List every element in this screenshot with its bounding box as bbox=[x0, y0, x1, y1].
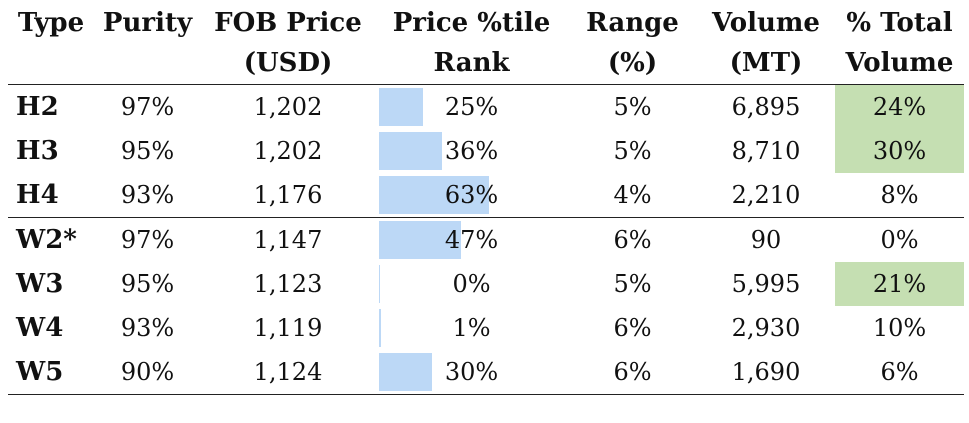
row-range: 4% bbox=[568, 173, 697, 218]
row-range: 5% bbox=[613, 137, 652, 165]
row-fob-price: 1,202 bbox=[253, 93, 323, 121]
row-volume: 2,930 bbox=[731, 314, 801, 342]
row-price-rank: 0% bbox=[375, 262, 568, 306]
row-purity: 95% bbox=[120, 137, 175, 165]
row-volume: 5,995 bbox=[731, 270, 801, 298]
row-range: 6% bbox=[613, 314, 652, 342]
row-price-rank: 30% bbox=[375, 350, 568, 395]
header-range: Range bbox=[586, 8, 679, 38]
rank-value: 25% bbox=[444, 93, 499, 121]
rank-value: 47% bbox=[444, 226, 499, 254]
header-range-sub: (%) bbox=[568, 44, 697, 85]
header-pct-total-sub: Volume bbox=[835, 44, 964, 85]
table-row: W4 93% 1,119 1% 6% 2,930 10% bbox=[8, 306, 964, 350]
row-pct-total: 6% bbox=[835, 350, 964, 395]
table-row: W3 95% 1,123 0% 5% 5,995 21% bbox=[8, 262, 964, 306]
row-price-rank: 47% bbox=[375, 218, 568, 263]
row-volume: 6,895 bbox=[731, 93, 801, 121]
table-row: W2* 97% 1,147 47% 6% 90 0% bbox=[8, 218, 964, 263]
rank-value: 1% bbox=[452, 314, 491, 342]
table-row: W5 90% 1,124 30% 6% 1,690 6% bbox=[8, 350, 964, 395]
row-type: H2 bbox=[16, 92, 59, 122]
row-pct-total: 10% bbox=[872, 314, 927, 342]
row-type: H3 bbox=[16, 136, 59, 166]
header-type: Type bbox=[17, 8, 85, 38]
table-row: H2 97% 1,202 25% 5% 6,895 24% bbox=[8, 84, 964, 130]
rank-bar bbox=[379, 176, 489, 214]
row-price-rank: 25% bbox=[375, 85, 568, 130]
header-fob-price: FOB Price bbox=[214, 8, 362, 38]
price-volume-table: Type Purity FOB Price Price %tile Range … bbox=[8, 0, 964, 395]
row-volume: 90 bbox=[750, 226, 782, 254]
header-volume: Volume bbox=[712, 8, 820, 38]
row-type: W2* bbox=[16, 225, 77, 255]
table-body: H2 97% 1,202 25% 5% 6,895 24% H3 95% 1,202 36% 5% 8,… bbox=[8, 84, 964, 395]
rank-value: 0% bbox=[452, 270, 491, 298]
row-range: 5% bbox=[613, 93, 652, 121]
row-purity: 95% bbox=[120, 270, 175, 298]
row-fob-price: 1,202 bbox=[253, 137, 323, 165]
row-fob-price: 1,147 bbox=[253, 226, 323, 254]
header-type-sub bbox=[8, 44, 94, 85]
row-range: 5% bbox=[613, 270, 652, 298]
row-fob-price: 1,123 bbox=[253, 270, 323, 298]
row-pct-total: 8% bbox=[835, 173, 964, 218]
rank-bar bbox=[379, 221, 461, 259]
row-purity: 93% bbox=[120, 314, 175, 342]
row-type: W5 bbox=[8, 350, 94, 395]
rank-bar bbox=[379, 309, 381, 347]
table-row: H4 93% 1,176 63% 4% 2,210 8% bbox=[8, 173, 964, 218]
row-type: W3 bbox=[16, 269, 64, 299]
row-pct-total: 21% bbox=[835, 262, 964, 306]
row-price-rank: 36% bbox=[375, 129, 568, 173]
row-fob-price: 1,119 bbox=[253, 314, 323, 342]
rank-value: 36% bbox=[444, 137, 499, 165]
row-price-rank: 1% bbox=[375, 306, 568, 350]
table-row: H3 95% 1,202 36% 5% 8,710 30% bbox=[8, 129, 964, 173]
row-volume: 1,690 bbox=[697, 350, 835, 395]
row-pct-total: 24% bbox=[835, 84, 964, 129]
header-purity-sub bbox=[94, 44, 201, 85]
row-purity: 93% bbox=[94, 173, 201, 218]
rank-bar bbox=[379, 265, 380, 303]
row-pct-total: 0% bbox=[880, 226, 919, 254]
row-fob-price: 1,176 bbox=[201, 173, 375, 218]
header-price-rank-sub: Rank bbox=[375, 44, 568, 85]
header-pct-total: % Total bbox=[846, 8, 953, 38]
row-volume: 8,710 bbox=[731, 137, 801, 165]
row-purity: 97% bbox=[120, 226, 175, 254]
row-volume: 2,210 bbox=[697, 173, 835, 218]
row-type: H4 bbox=[8, 173, 94, 218]
header-price-rank: Price %tile bbox=[392, 8, 551, 38]
rank-value: 63% bbox=[444, 181, 499, 209]
rank-bar bbox=[379, 353, 432, 391]
header-purity: Purity bbox=[102, 8, 193, 38]
row-purity: 97% bbox=[120, 93, 175, 121]
header-fob-price-sub: (USD) bbox=[201, 44, 375, 85]
row-pct-total: 30% bbox=[835, 129, 964, 173]
rank-bar bbox=[379, 88, 423, 126]
rank-bar bbox=[379, 132, 442, 170]
row-fob-price: 1,124 bbox=[201, 350, 375, 395]
row-type: W4 bbox=[16, 313, 64, 343]
row-purity: 90% bbox=[94, 350, 201, 395]
header-volume-sub: (MT) bbox=[697, 44, 835, 85]
row-range: 6% bbox=[568, 350, 697, 395]
rank-value: 30% bbox=[444, 358, 499, 386]
row-price-rank: 63% bbox=[375, 173, 568, 218]
row-range: 6% bbox=[613, 226, 652, 254]
